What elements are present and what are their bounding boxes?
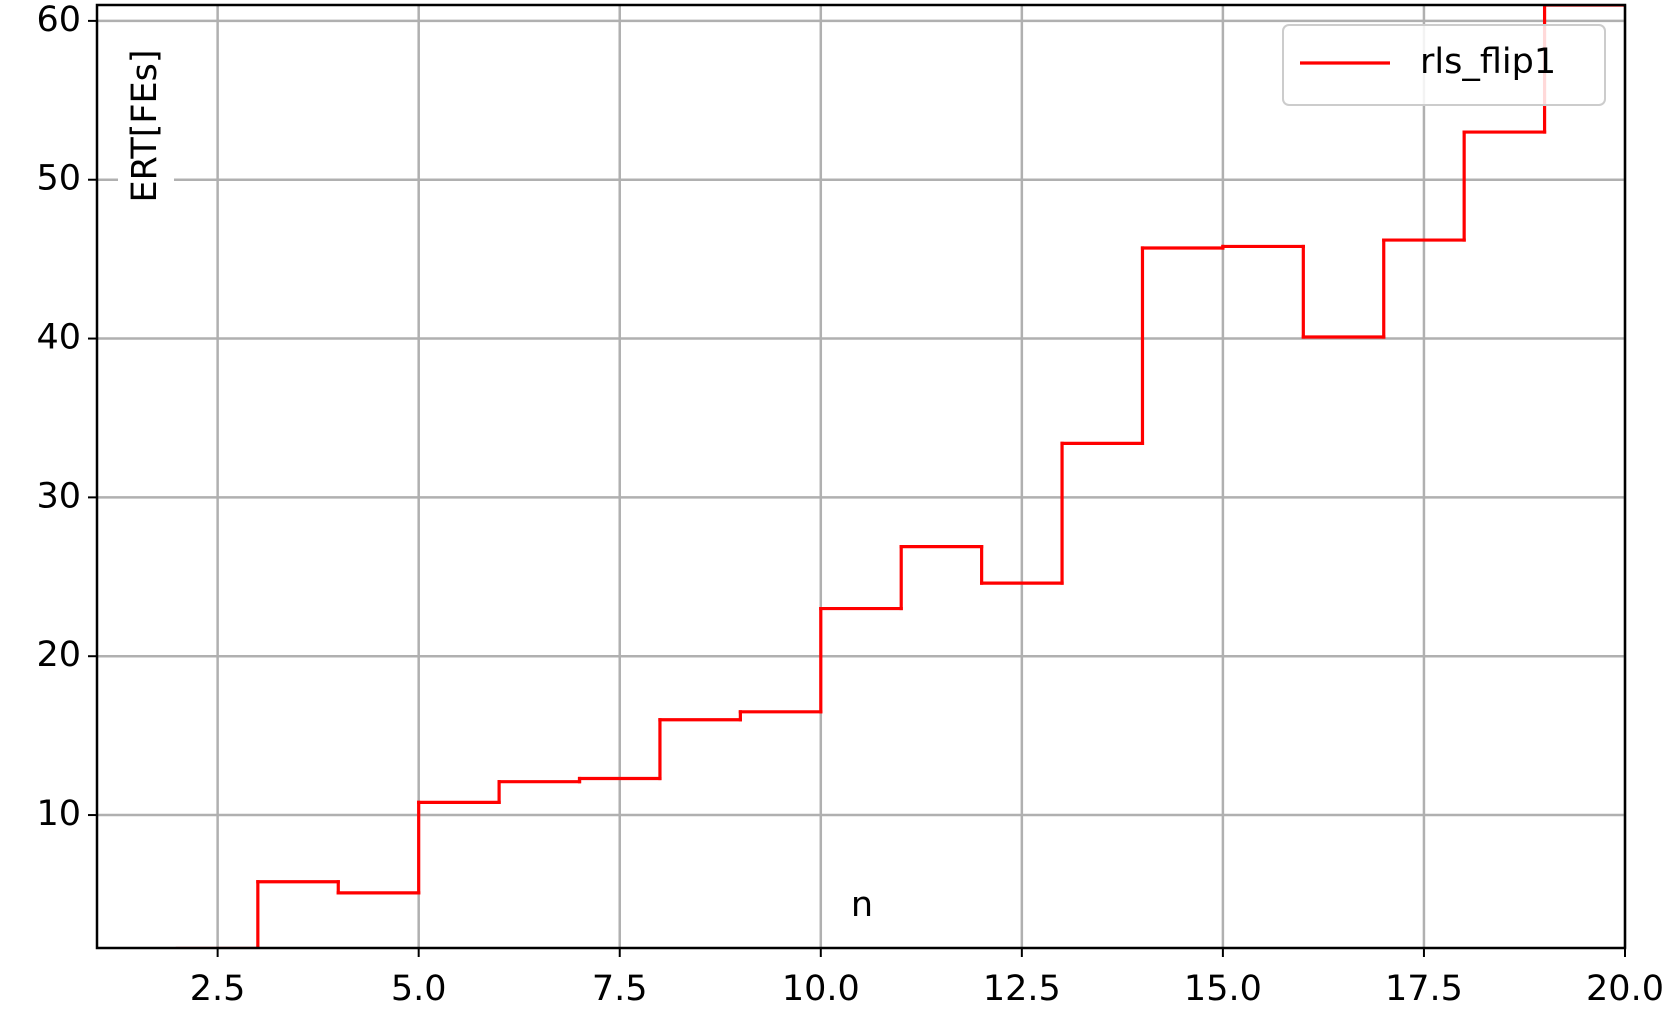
y-tick-label: 30 bbox=[36, 476, 81, 516]
x-tick-label: 5.0 bbox=[391, 969, 447, 1009]
axes-frame bbox=[95, 3, 1627, 950]
y-axis-label: ERT[FEs] bbox=[125, 49, 165, 202]
x-tick-label: 20.0 bbox=[1586, 969, 1664, 1009]
y-tick-label: 60 bbox=[36, 0, 81, 40]
x-tick-label: 2.5 bbox=[190, 969, 246, 1009]
x-tick-label: 10.0 bbox=[782, 969, 860, 1009]
y-tick-label: 50 bbox=[36, 159, 81, 199]
y-tick-label: 20 bbox=[36, 635, 81, 675]
x-axis-label: n bbox=[851, 885, 873, 925]
y-tick-label: 40 bbox=[36, 318, 81, 358]
y-label-bg bbox=[118, 30, 174, 222]
series bbox=[175, 5, 1625, 948]
grid bbox=[97, 5, 1627, 948]
x-tick-label: 17.5 bbox=[1385, 969, 1463, 1009]
legend: rls_flip1 bbox=[1282, 24, 1606, 106]
plot-area bbox=[175, 5, 1625, 948]
legend-box bbox=[1282, 24, 1606, 106]
x-tick-label: 15.0 bbox=[1184, 969, 1262, 1009]
y-tick-label: 10 bbox=[36, 794, 81, 834]
legend-label: rls_flip1 bbox=[1420, 42, 1556, 82]
x-tick-label: 12.5 bbox=[983, 969, 1061, 1009]
x-tick-label: 7.5 bbox=[592, 969, 648, 1009]
